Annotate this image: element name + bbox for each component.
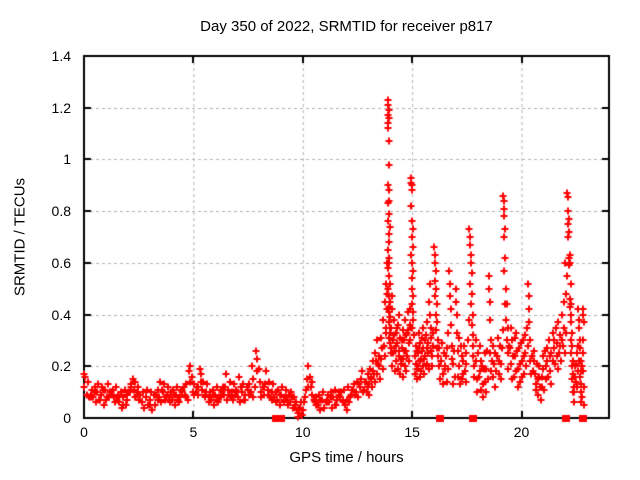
x-tick-label: 0 xyxy=(80,424,88,440)
chart-title: Day 350 of 2022, SRMTID for receiver p81… xyxy=(200,18,493,35)
x-tick-label: 5 xyxy=(189,424,198,440)
y-tick-label: 1 xyxy=(63,151,71,168)
y-tick-label: 0.4 xyxy=(51,306,71,323)
x-tick-label: 10 xyxy=(294,424,311,440)
x-axis-label: GPS time / hours xyxy=(289,449,404,466)
y-tick-label: 0 xyxy=(63,410,71,426)
x-tick-label: 15 xyxy=(404,424,420,440)
y-tick-label: 1.4 xyxy=(51,48,71,64)
y-tick-label: 0.2 xyxy=(51,358,71,375)
y-tick-label: 1.2 xyxy=(51,99,71,116)
y-tick-label: 0.8 xyxy=(51,203,71,220)
x-tick-label: 20 xyxy=(513,424,530,440)
y-axis-label: SRMTID / TECUs xyxy=(11,177,29,297)
y-tick-label: 0.6 xyxy=(51,254,71,271)
